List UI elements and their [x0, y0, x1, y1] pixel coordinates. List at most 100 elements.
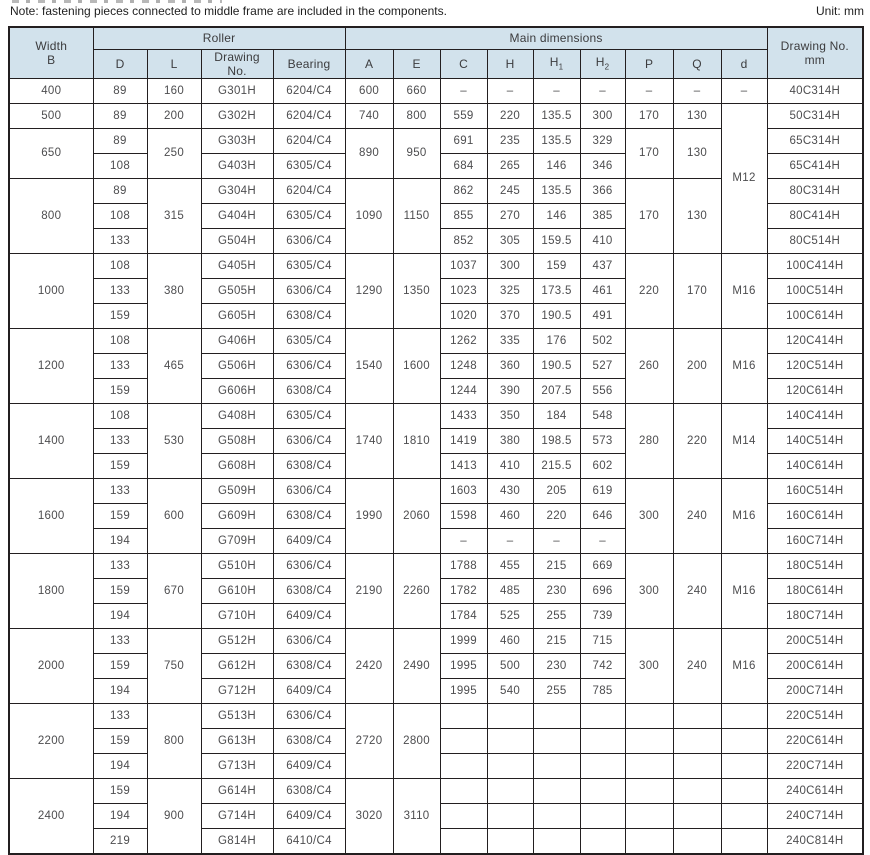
header-d: d [720, 48, 768, 79]
table-row: 159 G605H 6308/C4 1020 370 190.5 491 100C614H [9, 302, 864, 329]
table-cell [579, 752, 626, 779]
table-row: 194 G713H 6409/C4 220C714H [9, 752, 864, 779]
table-cell: 108 [92, 402, 148, 429]
table-cell: 133 [92, 477, 148, 504]
table-cell: 1350 [392, 252, 441, 329]
table-cell: 220 [672, 402, 722, 479]
table-cell: 465 [146, 327, 202, 404]
table-cell: 556 [579, 377, 626, 404]
table-cell: – [672, 77, 722, 104]
header-h1: H1 [532, 48, 581, 79]
table-cell: 160C514H [766, 477, 864, 504]
table-cell: 2190 [344, 552, 394, 629]
table-cell: 135.5 [532, 102, 581, 129]
table-cell: 120C414H [766, 327, 864, 354]
table-cell: 173.5 [532, 277, 581, 304]
table-cell: M14 [720, 402, 768, 479]
table-row: 194 G714H 6409/C4 240C714H [9, 802, 864, 829]
table-cell: 400 [8, 77, 94, 104]
table-cell: 80C514H [766, 227, 864, 254]
table-cell: 646 [579, 502, 626, 529]
table-cell: 190.5 [532, 352, 581, 379]
table-cell: 184 [532, 402, 581, 429]
table-cell: 527 [579, 352, 626, 379]
table-cell: 170 [624, 102, 674, 129]
table-cell: 140C414H [766, 402, 864, 429]
table-cell [720, 802, 768, 829]
table-cell: 380 [146, 252, 202, 329]
table-cell: 230 [532, 652, 581, 679]
table-cell: 6204/C4 [272, 127, 346, 154]
table-cell: 170 [624, 127, 674, 179]
table-cell: 6308/C4 [272, 577, 346, 604]
table-row: 1800 133 670 G510H 6306/C4 2190 2260 1788 455 215… [8, 552, 864, 629]
table-cell: 215 [532, 552, 581, 579]
table-cell: 194 [92, 802, 148, 829]
table-cell: 619 [579, 477, 626, 504]
table-cell: G404H [200, 202, 274, 229]
table-cell: 130 [672, 177, 722, 254]
table-cell: 215 [532, 627, 581, 654]
table-cell: 6409/C4 [272, 802, 346, 829]
table-cell: 250 [146, 127, 202, 179]
table-cell: M16 [720, 627, 768, 704]
header-e: E [392, 48, 441, 79]
table-cell: 6409/C4 [272, 527, 346, 554]
table-row: 108 G404H 6305/C4 855 270 146 385 80C414H [9, 202, 864, 229]
table-cell: 691 [439, 127, 488, 154]
table-cell: 205 [532, 477, 581, 504]
table-cell: 6204/C4 [272, 77, 346, 104]
table-cell: G504H [200, 227, 274, 254]
table-cell: 220C514H [766, 702, 864, 729]
unit-label: Unit: mm [816, 4, 864, 18]
header-bearing: Bearing [272, 48, 346, 79]
table-cell [672, 777, 722, 804]
table-cell: 6306/C4 [272, 277, 346, 304]
table-cell: 133 [92, 277, 148, 304]
table-cell: 1603 [439, 477, 488, 504]
table-cell: 502 [579, 327, 626, 354]
table-cell [532, 777, 581, 804]
table-cell: 194 [92, 677, 148, 704]
table-cell: G303H [200, 127, 274, 154]
table-cell: 800 [392, 102, 441, 129]
table-cell: G610H [200, 577, 274, 604]
table-cell: 6305/C4 [272, 252, 346, 279]
table-cell: 159 [532, 252, 581, 279]
table-cell: 750 [146, 627, 202, 704]
table-cell: 40C314H [766, 77, 864, 104]
table-cell: 1248 [439, 352, 488, 379]
table-row: 500 89 200 G302H 6204/C4 740 800 559 220 135.5 300… [8, 102, 864, 254]
table-cell: 65C414H [766, 152, 864, 179]
table-cell: 80C414H [766, 202, 864, 229]
table-cell: 100C514H [766, 277, 864, 304]
table-cell: 305 [486, 227, 534, 254]
table-cell: 207.5 [532, 377, 581, 404]
table-cell: 133 [92, 227, 148, 254]
table-cell: 525 [486, 602, 534, 629]
table-cell: – [532, 77, 581, 104]
table-cell [624, 777, 674, 804]
table-cell: G605H [200, 302, 274, 329]
table-cell: G612H [200, 652, 274, 679]
table-cell: 240 [672, 627, 722, 704]
table-cell: 300 [624, 627, 674, 704]
table-cell: G709H [200, 527, 274, 554]
table-cell: G403H [200, 152, 274, 179]
table-cell: 335 [486, 327, 534, 354]
table-cell: 370 [486, 302, 534, 329]
table-cell [720, 827, 768, 854]
table-cell: 1400 [8, 402, 94, 479]
table-cell: M16 [720, 552, 768, 629]
table-cell [439, 727, 488, 754]
table-cell [439, 802, 488, 829]
table-cell [532, 752, 581, 779]
table-cell: 1090 [344, 177, 394, 254]
table-cell: 1784 [439, 602, 488, 629]
table-cell [486, 802, 534, 829]
table-cell: 180C714H [766, 602, 864, 629]
table-cell: 329 [579, 127, 626, 154]
table-cell: 2000 [8, 627, 94, 704]
table-cell: 220C714H [766, 752, 864, 779]
table-cell: 1290 [344, 252, 394, 329]
